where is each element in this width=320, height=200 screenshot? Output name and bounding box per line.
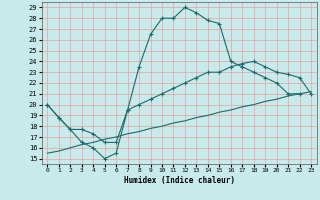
X-axis label: Humidex (Indice chaleur): Humidex (Indice chaleur) [124,176,235,185]
